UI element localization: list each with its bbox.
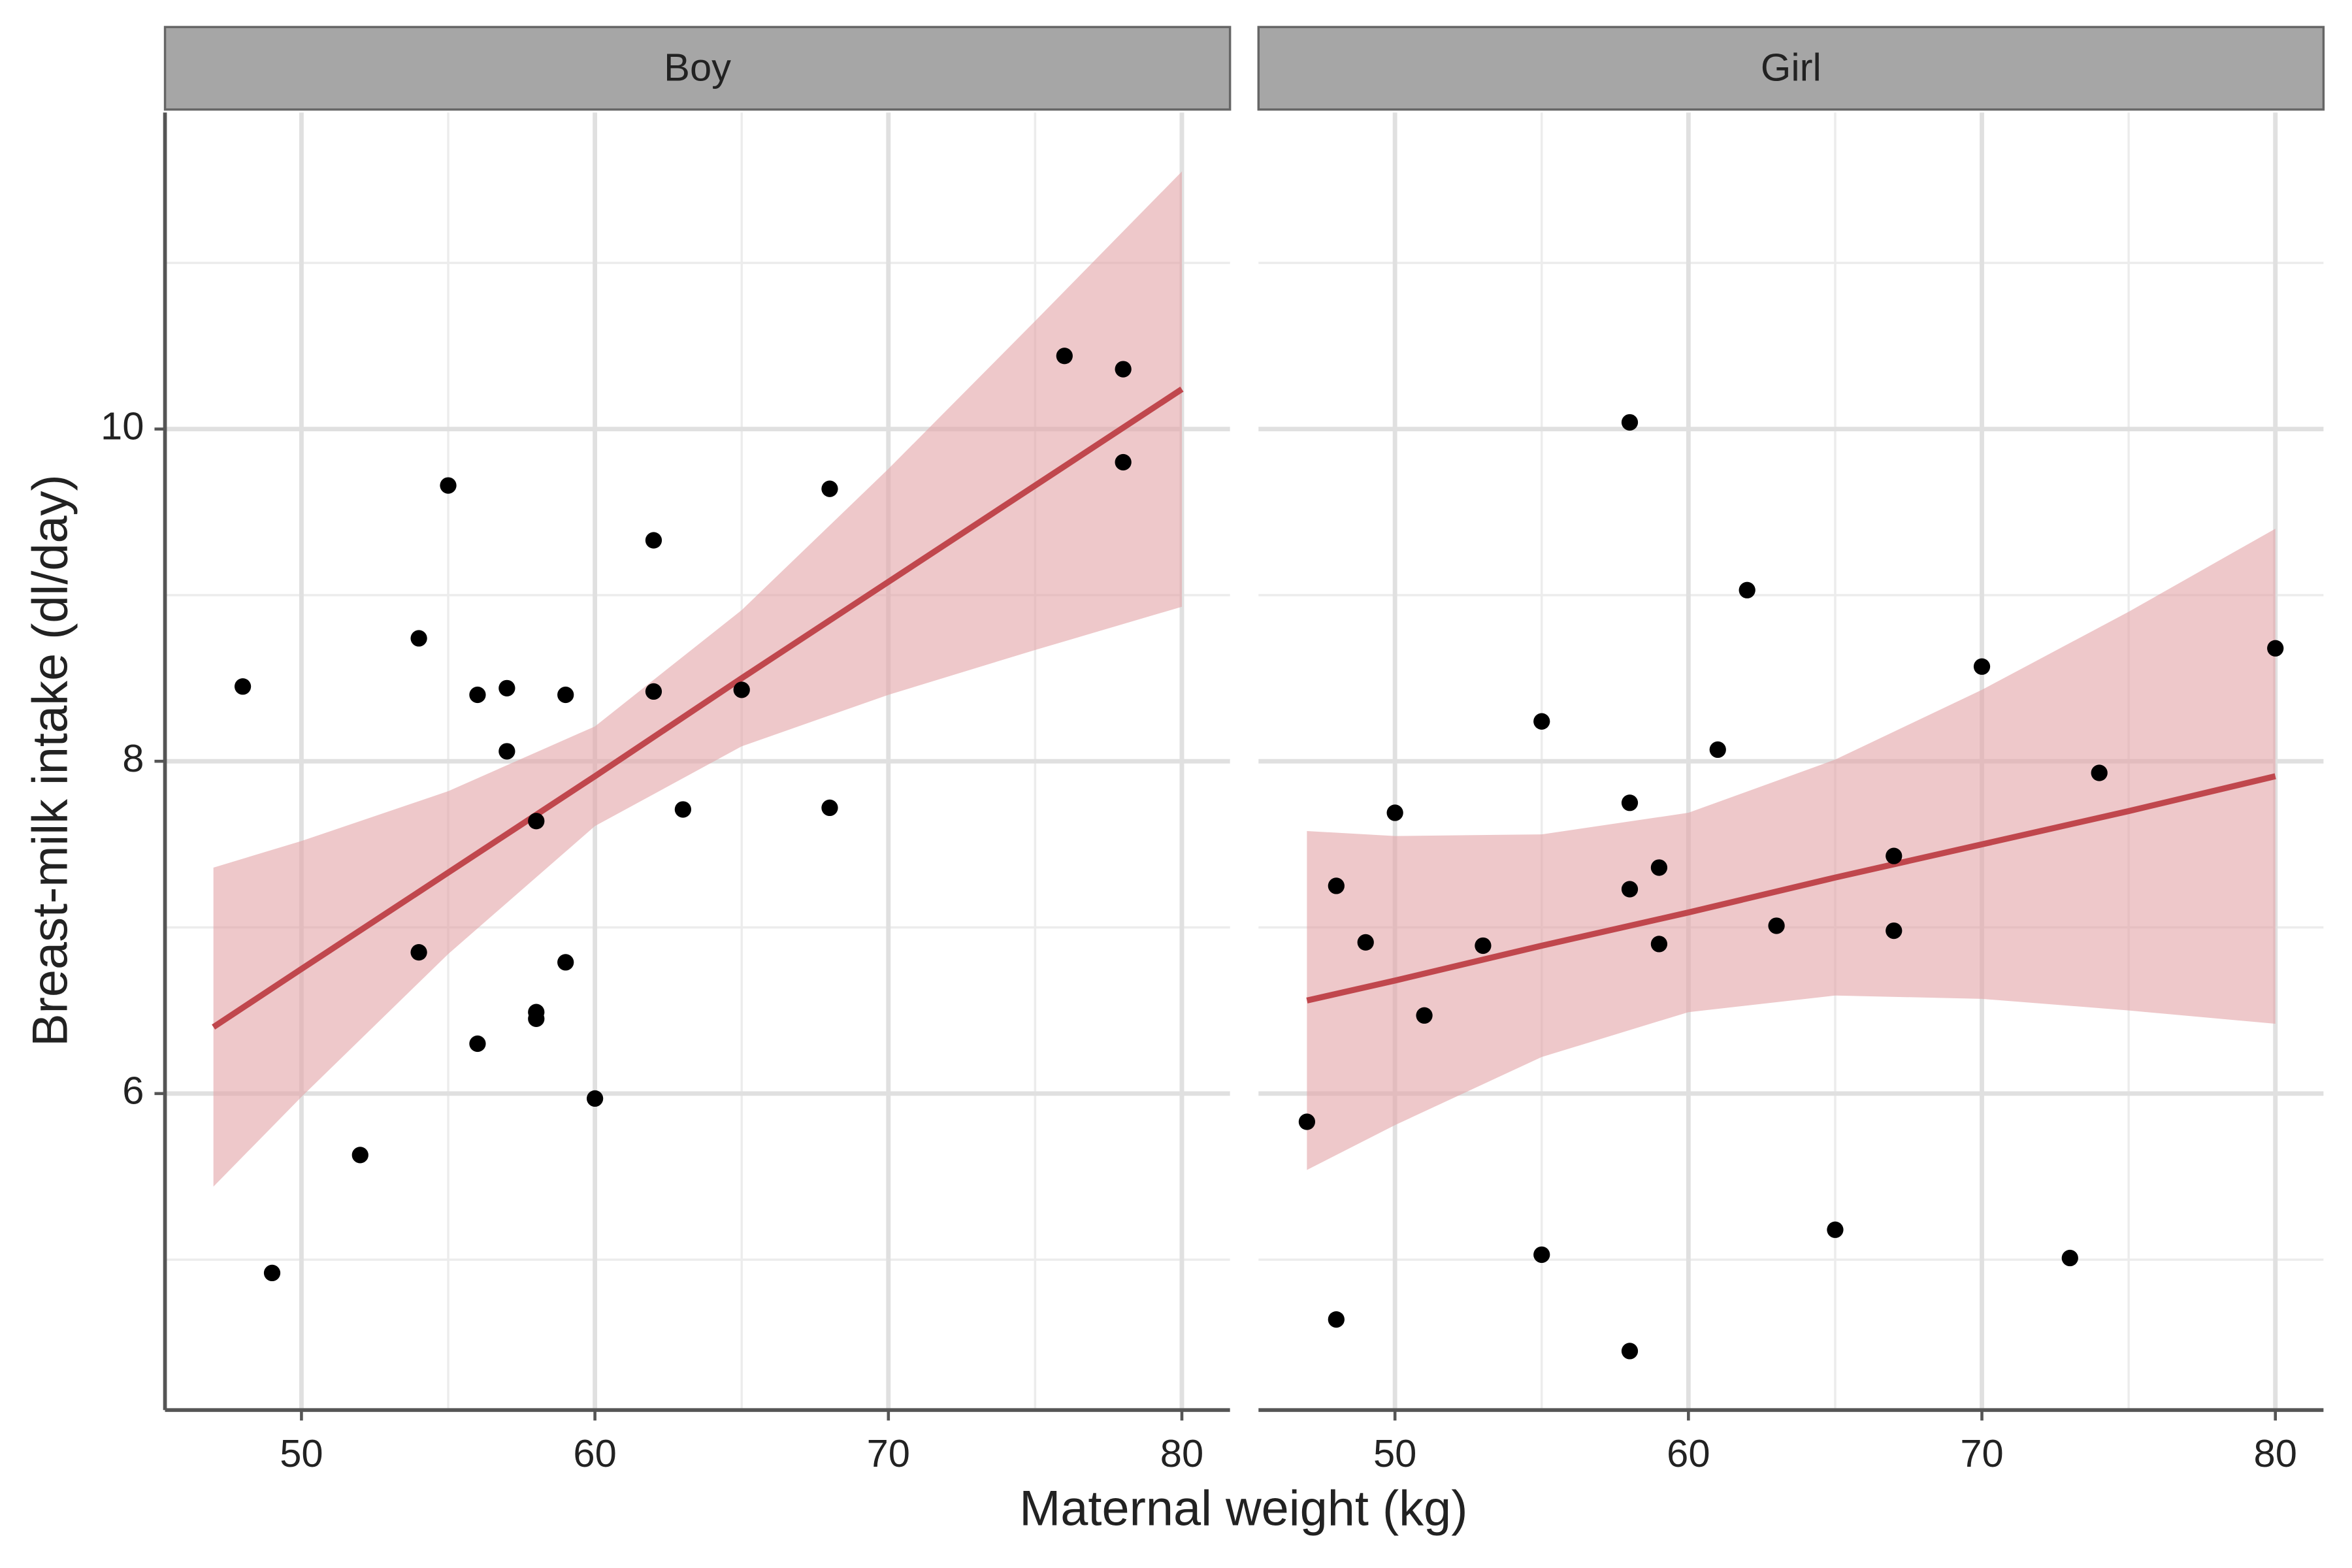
fit-line <box>1306 773 2276 1004</box>
point <box>1056 348 1073 365</box>
point <box>528 813 545 830</box>
point <box>1533 1246 1550 1264</box>
point <box>1298 1113 1316 1130</box>
point <box>645 683 662 700</box>
point <box>1475 937 1492 955</box>
point <box>1115 361 1132 378</box>
x-tick-label: 70 <box>867 1431 910 1475</box>
point <box>1621 794 1639 811</box>
point <box>586 1090 604 1107</box>
point <box>1115 453 1132 471</box>
point <box>1416 1007 1433 1024</box>
point <box>1886 847 1903 864</box>
strip-title: Girl <box>1761 46 1821 90</box>
point <box>1621 414 1639 431</box>
x-tick-label: 50 <box>1373 1431 1416 1475</box>
point <box>498 679 515 696</box>
point <box>557 954 574 971</box>
fit-line <box>212 386 1184 1030</box>
point <box>1709 741 1726 759</box>
point <box>469 1035 486 1053</box>
x-axis-label: Maternal weight (kg) <box>1019 1480 1467 1536</box>
x-tick-label: 80 <box>1160 1431 1203 1475</box>
point <box>1621 1343 1639 1360</box>
point <box>645 532 662 549</box>
strip <box>1257 25 2325 111</box>
strip-title: Boy <box>664 46 731 90</box>
point <box>1328 1311 1345 1328</box>
point <box>410 630 427 647</box>
point <box>1973 658 1991 675</box>
point <box>1621 881 1639 898</box>
point <box>821 480 838 497</box>
point <box>440 477 457 494</box>
point <box>1357 934 1374 951</box>
point <box>498 743 515 760</box>
point <box>351 1147 368 1164</box>
x-tick-label: 70 <box>1960 1431 2003 1475</box>
y-tick-label: 10 <box>101 404 144 448</box>
point <box>2091 764 2108 781</box>
point <box>469 686 486 704</box>
point <box>1768 917 1785 934</box>
point <box>674 801 691 818</box>
x-tick-label: 60 <box>1667 1431 1710 1475</box>
point <box>733 681 750 698</box>
x-tick-label: 60 <box>573 1431 616 1475</box>
point <box>2267 640 2284 657</box>
point <box>1650 859 1668 876</box>
point <box>1739 581 1756 598</box>
y-axis-label: Breast-milk intake (dl/day) <box>23 474 78 1047</box>
point <box>821 799 838 817</box>
point <box>2061 1249 2078 1267</box>
point <box>234 678 252 695</box>
y-tick-label: 8 <box>122 736 144 780</box>
point <box>1386 804 1403 821</box>
point <box>263 1264 281 1282</box>
point <box>1827 1221 1844 1238</box>
x-tick-label: 80 <box>2254 1431 2297 1475</box>
point <box>1886 922 1903 939</box>
point <box>557 686 574 704</box>
confidence-band <box>1307 529 2276 1170</box>
strip <box>163 25 1232 111</box>
confidence-band <box>213 171 1182 1187</box>
point <box>528 1010 545 1027</box>
point <box>1533 713 1550 730</box>
point <box>410 944 427 961</box>
x-tick-label: 50 <box>280 1431 323 1475</box>
point <box>1328 877 1345 894</box>
point <box>1650 936 1668 953</box>
y-tick-label: 6 <box>122 1069 144 1113</box>
